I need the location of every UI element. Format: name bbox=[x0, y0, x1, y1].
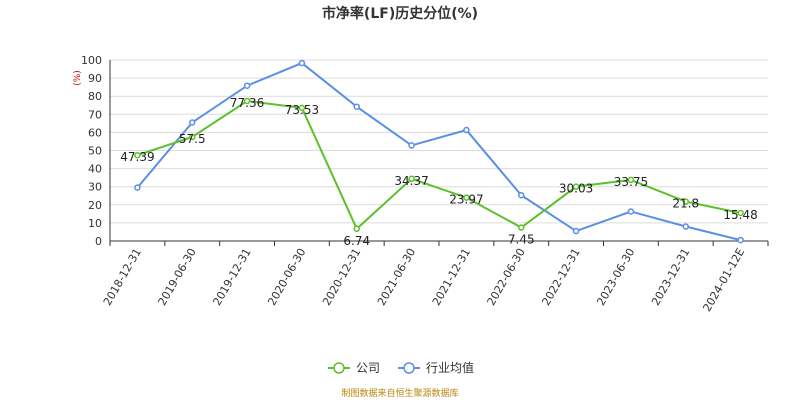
point-industry bbox=[518, 191, 525, 199]
legend-marker-icon bbox=[403, 362, 415, 374]
series bbox=[134, 59, 744, 244]
x-tick-label: 2022-12-31 bbox=[539, 246, 582, 308]
series-line-industry bbox=[136, 61, 741, 242]
point-company bbox=[243, 97, 251, 105]
data-label: 15.48 bbox=[723, 208, 757, 222]
point-industry bbox=[737, 236, 744, 244]
point-industry bbox=[627, 208, 635, 215]
point-company bbox=[463, 194, 470, 201]
legend-marker-icon bbox=[333, 362, 345, 374]
data-label: 73.53 bbox=[285, 103, 319, 117]
point-company bbox=[518, 224, 525, 231]
point-industry bbox=[243, 82, 251, 89]
point-industry bbox=[134, 184, 141, 191]
grid bbox=[110, 59, 768, 242]
y-tick-label: 80 bbox=[88, 90, 102, 103]
x-tick-label: 2019-06-30 bbox=[156, 246, 199, 308]
point-industry bbox=[298, 59, 306, 67]
legend-label: 公司 bbox=[356, 361, 380, 375]
data-label: 47.39 bbox=[120, 150, 154, 164]
series-line-company bbox=[137, 99, 741, 231]
legend-label: 行业均值 bbox=[426, 360, 474, 375]
point-company bbox=[353, 225, 360, 233]
x-tick-label: 2023-06-30 bbox=[594, 246, 637, 308]
point-company bbox=[298, 104, 306, 112]
x-tick-label: 2022-06-30 bbox=[485, 246, 528, 308]
data-label: 33.75 bbox=[614, 175, 648, 189]
point-company bbox=[682, 198, 689, 205]
x-tick-label: 2020-12-31 bbox=[320, 246, 363, 308]
point-industry bbox=[682, 223, 689, 230]
chart-title: 市净率(LF)历史分位(%) bbox=[322, 5, 478, 22]
data-label: 7.45 bbox=[508, 233, 535, 247]
data-label: 30.03 bbox=[559, 182, 593, 196]
legend-item-industry[interactable]: 行业均值 bbox=[398, 360, 474, 375]
y-tick-label: 70 bbox=[88, 108, 102, 121]
y-tick-label: 10 bbox=[88, 217, 102, 230]
x-tick-label: 2023-12-31 bbox=[649, 246, 692, 308]
point-industry bbox=[463, 126, 470, 134]
y-tick-label: 50 bbox=[88, 145, 102, 158]
y-tick-label: 90 bbox=[88, 72, 102, 85]
point-industry bbox=[353, 103, 360, 110]
legend-item-company[interactable]: 公司 bbox=[328, 361, 380, 375]
y-tick-label: 40 bbox=[88, 163, 102, 176]
point-company bbox=[189, 133, 196, 141]
data-label: 6.74 bbox=[343, 234, 370, 248]
x-tick-label: 2019-12-31 bbox=[210, 246, 253, 308]
data-labels: 47.39 57.5 77.36 73.53 6.74 34.37 23.97 7.45 30.… bbox=[120, 96, 758, 248]
data-label: 77.36 bbox=[230, 96, 264, 110]
x-tick-label: 2020-06-30 bbox=[265, 246, 308, 308]
y-tick-label: 0 bbox=[95, 235, 102, 248]
point-company bbox=[627, 176, 635, 184]
point-industry bbox=[408, 142, 415, 149]
point-industry bbox=[189, 119, 196, 126]
y-tick-label: 20 bbox=[88, 199, 102, 212]
data-label: 34.37 bbox=[394, 174, 428, 188]
x-tick-label: 2018-12-31 bbox=[101, 246, 144, 308]
x-tick-label: 2021-12-31 bbox=[430, 246, 473, 308]
point-company bbox=[737, 209, 744, 217]
source-footnote: 制图数据来自恒生聚源数据库 bbox=[341, 387, 458, 399]
data-label: 57.5 bbox=[179, 132, 206, 146]
point-company bbox=[572, 183, 580, 190]
legend[interactable]: 公司 行业均值 bbox=[328, 360, 474, 375]
y-tick-label: 100 bbox=[81, 54, 102, 67]
point-industry bbox=[572, 227, 580, 235]
y-axis-unit: (%) bbox=[73, 70, 83, 86]
point-company bbox=[134, 151, 141, 159]
x-tick-label: 2024-01-12E bbox=[700, 246, 747, 314]
data-label: 21.8 bbox=[672, 197, 699, 211]
point-company bbox=[408, 175, 415, 183]
y-tick-label: 60 bbox=[88, 126, 102, 139]
data-label: 23.97 bbox=[449, 193, 483, 207]
x-tick-label: 2021-06-30 bbox=[375, 246, 418, 308]
y-tick-label: 30 bbox=[88, 181, 102, 194]
